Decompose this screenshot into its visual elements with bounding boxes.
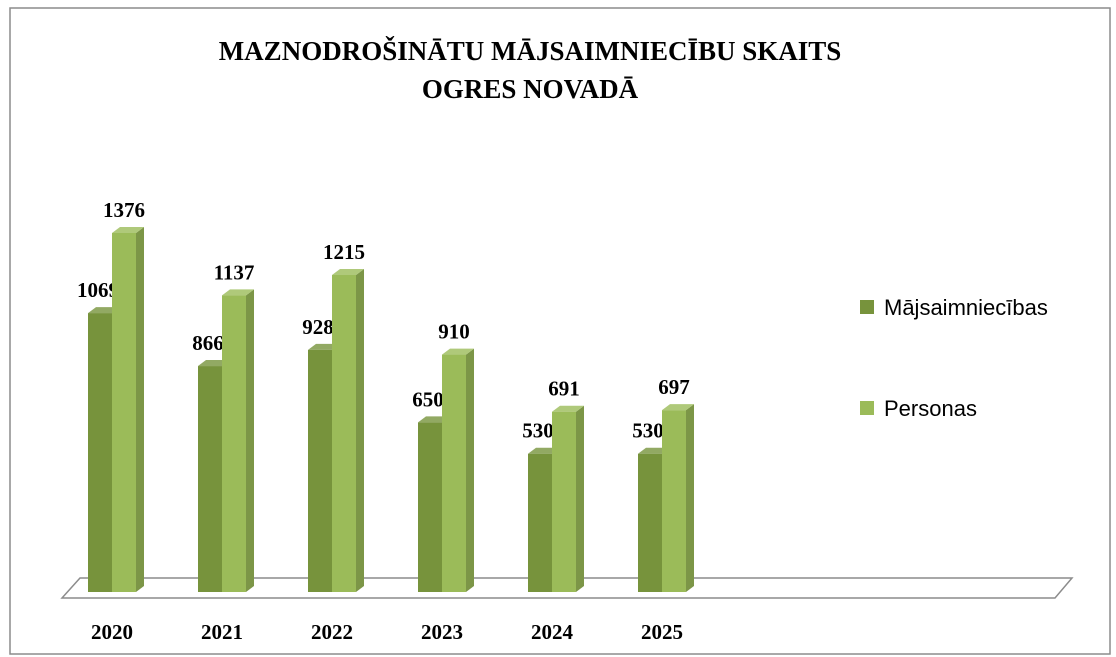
bar-front [552,411,576,592]
data-label: 697 [658,375,690,399]
bar-top [222,289,254,296]
x-tick-label: 2020 [91,620,133,644]
data-label: 691 [548,377,580,401]
data-label: 910 [438,320,470,344]
bar-front [528,453,552,592]
bar [332,269,364,592]
legend-label: Personas [884,396,977,421]
bar-top [552,405,584,412]
bar-front [332,275,356,592]
data-label: 530 [522,419,554,443]
bar-side [466,348,474,592]
bar-front [308,349,332,592]
bar-front [442,354,466,592]
data-label: 928 [302,315,334,339]
bar-front [638,453,662,592]
data-label: 650 [412,387,444,411]
bar-front [198,366,222,592]
bar-side [246,289,254,592]
legend-label: Mājsaimniecības [884,295,1048,320]
chart-title: OGRES NOVADĀ [422,74,639,104]
data-label: 866 [192,331,224,355]
bar [222,289,254,592]
bar [442,348,474,592]
x-tick-label: 2021 [201,620,243,644]
bar-front [662,410,686,592]
legend-swatch [860,300,874,314]
bar-front [88,313,112,592]
bar-top [332,269,364,276]
bar-top [442,348,474,355]
bar-front [222,295,246,592]
data-label: 1137 [214,260,255,284]
x-tick-label: 2025 [641,620,683,644]
bar-side [356,269,364,592]
x-tick-label: 2022 [311,620,353,644]
bar [662,404,694,592]
bar [552,405,584,592]
legend-swatch [860,401,874,415]
bar-top [112,227,144,233]
bar-front [418,422,442,592]
bar-front [112,233,136,592]
bar-side [686,404,694,592]
data-label: 1215 [323,240,365,264]
x-tick-label: 2024 [531,620,574,644]
bar-side [576,405,584,592]
data-label: 1376 [103,198,145,222]
bar [112,227,144,592]
chart-title: MAZNODROŠINĀTU MĀJSAIMNIECĪBU SKAITS [219,36,842,66]
bar-top [662,404,694,411]
x-tick-label: 2023 [421,620,463,644]
data-label: 530 [632,419,664,443]
bar-side [136,227,144,592]
